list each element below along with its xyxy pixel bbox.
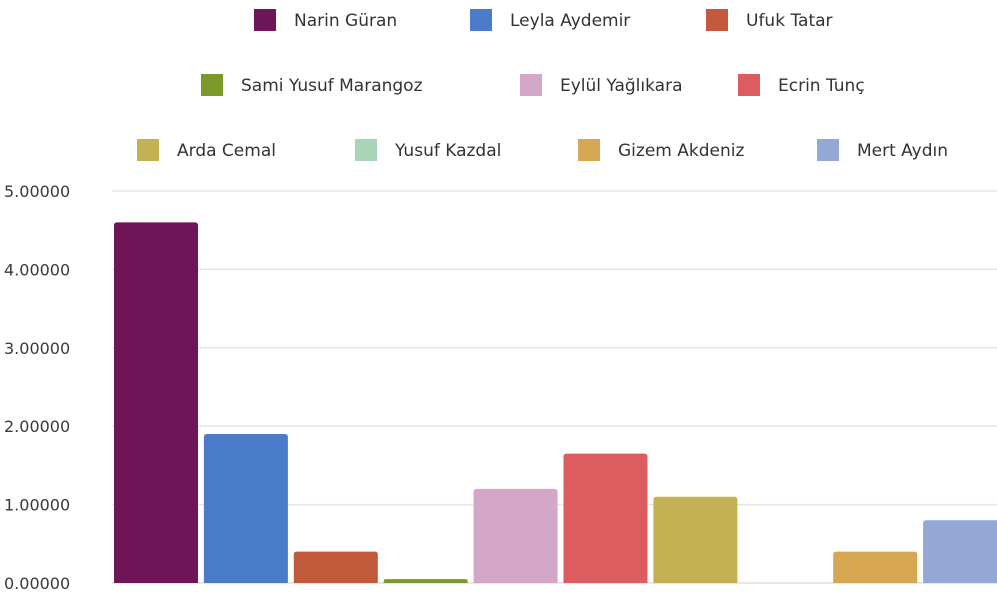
legend-label: Narin Güran: [294, 11, 397, 31]
bar: [203, 434, 288, 583]
y-tick-label: 2.00000: [4, 417, 70, 436]
legend-item: Leyla Aydemir: [470, 9, 630, 31]
legend-swatch: [355, 139, 377, 161]
legend-swatch: [201, 74, 223, 96]
legend-label: Ufuk Tatar: [746, 11, 833, 31]
legend-item: Arda Cemal: [137, 139, 276, 161]
legend-swatch: [254, 9, 276, 31]
bar: [473, 488, 558, 583]
bar: [923, 520, 997, 583]
legend-swatch: [706, 9, 728, 31]
bar: [293, 551, 378, 583]
legend-item: Narin Güran: [254, 9, 397, 31]
bars: [114, 222, 997, 584]
y-tick-label: 0.00000: [4, 574, 70, 593]
legend-item: Sami Yusuf Marangoz: [201, 74, 423, 96]
legend-label: Arda Cemal: [177, 141, 276, 161]
legend-item: Eylül Yağlıkara: [520, 74, 683, 96]
legend-item: Mert Aydın: [817, 139, 948, 161]
y-tick-label: 4.00000: [4, 260, 70, 279]
legend-label: Mert Aydın: [857, 141, 948, 161]
legend-swatch: [470, 9, 492, 31]
y-tick-label: 5.00000: [4, 182, 70, 201]
legend-item: Gizem Akdeniz: [578, 139, 744, 161]
legend-swatch: [578, 139, 600, 161]
bar: [563, 453, 648, 583]
legend-label: Leyla Aydemir: [510, 11, 630, 31]
legend-swatch: [738, 74, 760, 96]
legend-swatch: [137, 139, 159, 161]
legend-label: Yusuf Kazdal: [394, 141, 501, 161]
bar: [114, 222, 198, 584]
legend: Narin Güran Leyla Aydemir Ufuk Tatar Sami Y…: [137, 9, 948, 161]
bar: [833, 551, 918, 583]
legend-swatch: [817, 139, 839, 161]
legend-label: Sami Yusuf Marangoz: [241, 76, 423, 96]
legend-swatch: [520, 74, 542, 96]
legend-item: Yusuf Kazdal: [355, 139, 501, 161]
bar: [383, 579, 468, 583]
legend-label: Gizem Akdeniz: [618, 141, 744, 161]
legend-label: Eylül Yağlıkara: [560, 76, 683, 96]
bar: [653, 496, 738, 583]
y-axis-ticks: 0.00000 1.00000 2.00000 3.00000 4.00000 5.000…: [4, 182, 70, 593]
legend-item: Ecrin Tunç: [738, 74, 865, 96]
legend-item: Ufuk Tatar: [706, 9, 833, 31]
legend-label: Ecrin Tunç: [778, 76, 865, 96]
y-tick-label: 3.00000: [4, 339, 70, 358]
y-tick-label: 1.00000: [4, 496, 70, 515]
